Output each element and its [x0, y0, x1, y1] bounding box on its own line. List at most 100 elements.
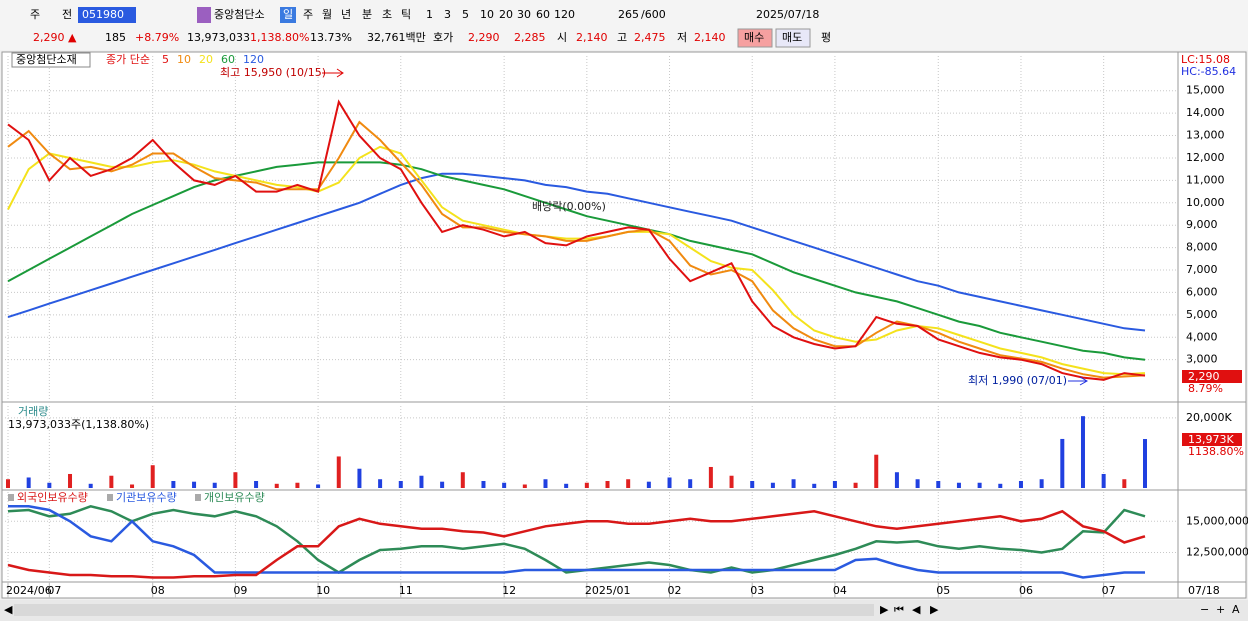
volume-bar: [419, 475, 424, 488]
toolbar-item[interactable]: 틱: [401, 8, 411, 21]
quote-item: 2,290: [468, 31, 500, 44]
volume-bar: [853, 482, 858, 488]
scroll-track[interactable]: [14, 604, 874, 616]
quote-item[interactable]: 평: [821, 31, 831, 44]
series-line: [8, 505, 1145, 579]
last-volume-box: [1182, 433, 1242, 446]
volume-bar: [130, 484, 135, 488]
volume-bar: [936, 480, 941, 488]
legend-swatch: [195, 494, 201, 501]
volume-bar: [26, 477, 31, 488]
toolbar-item[interactable]: 주: [303, 8, 313, 21]
x-tick-label: 07: [1102, 584, 1116, 597]
volume-bar: [1039, 479, 1044, 488]
toolbar-item[interactable]: 051980: [82, 8, 124, 21]
scroll-button[interactable]: ⏮: [894, 603, 904, 616]
y-tick-label: 7,000: [1186, 263, 1218, 276]
volume-bar: [874, 454, 879, 488]
toolbar-item[interactable]: 20: [499, 8, 513, 21]
volume-bar: [543, 479, 548, 488]
toolbar-item[interactable]: 초: [382, 8, 392, 21]
quote-item: 2,140: [694, 31, 726, 44]
volume-bar: [460, 472, 465, 488]
x-tick-label: 02: [668, 584, 682, 597]
series-line: [7, 99, 1146, 381]
x-tick-label: 2025/01: [585, 584, 631, 597]
volume-bar: [956, 482, 961, 488]
quote-item: 시: [557, 31, 567, 44]
toolbar-item[interactable]: 30: [517, 8, 531, 21]
volume-bar: [708, 466, 713, 488]
toolbar-item[interactable]: 2025/07/18: [756, 8, 819, 21]
scroll-button[interactable]: ◀: [912, 603, 921, 616]
chart-frame: [1, 51, 1247, 599]
volume-bar: [667, 477, 672, 488]
quote-item: +8.79%: [135, 31, 179, 44]
volume-bar: [729, 475, 734, 488]
toolbar-item[interactable]: 일: [283, 7, 293, 21]
toolbar-item[interactable]: 년: [341, 8, 351, 21]
stock-icon: [197, 7, 211, 23]
panel-subtitle: 13,973,033주(1,138.80%): [8, 418, 149, 431]
toolbar-item[interactable]: 분: [362, 8, 372, 21]
toolbar-item[interactable]: 120: [554, 8, 575, 21]
scroll-button[interactable]: −: [1200, 603, 1209, 616]
x-tick-label: 08: [151, 584, 165, 597]
toolbar-item[interactable]: 1: [426, 8, 433, 21]
volume-bar: [274, 483, 279, 488]
scroll-button[interactable]: A: [1232, 603, 1240, 616]
y-tick-label: 20,000K: [1186, 411, 1232, 424]
volume-bar: [316, 484, 321, 488]
last-price: 2,290: [1188, 370, 1220, 383]
legend-entry: 기관보유수량: [116, 491, 177, 504]
quote-item[interactable]: 매도: [782, 31, 802, 44]
volume-bar: [791, 479, 796, 488]
toolbar-item[interactable]: 월: [322, 8, 332, 21]
y-tick-label: 4,000: [1186, 330, 1218, 343]
volume-bar: [233, 472, 238, 488]
volume-bar: [894, 472, 899, 488]
volume-bar: [977, 482, 982, 488]
y-tick-label: 6,000: [1186, 285, 1218, 298]
scroll-button[interactable]: ▶: [880, 603, 889, 616]
volume-bar: [109, 475, 114, 488]
toolbar-item[interactable]: 전: [62, 8, 72, 21]
x-tick-label: 2024/06: [6, 584, 52, 597]
volume-bar: [1143, 439, 1147, 488]
volume-bar: [770, 482, 775, 488]
volume-bar: [6, 479, 10, 488]
x-tick-label: 10: [316, 584, 330, 597]
toolbar-item[interactable]: /600: [641, 8, 666, 21]
x-tick-label: 09: [233, 584, 247, 597]
toolbar-item[interactable]: 주: [30, 8, 40, 21]
annotation-arrow: [322, 68, 344, 78]
toolbar-item[interactable]: 중앙첨단소: [214, 8, 265, 21]
volume-bar: [1018, 480, 1023, 488]
series-line: [7, 509, 1146, 579]
toolbar-item[interactable]: 10: [480, 8, 494, 21]
toolbar-item[interactable]: 265: [618, 8, 639, 21]
quote-item: 1,138.80%: [250, 31, 309, 44]
y-tick-label: 5,000: [1186, 308, 1218, 321]
legend-entry: 5: [162, 53, 169, 66]
volume-bar: [1101, 473, 1106, 488]
quote-item: 2,285: [514, 31, 546, 44]
scroll-button[interactable]: +: [1216, 603, 1225, 616]
toolbar-item[interactable]: 3: [444, 8, 451, 21]
toolbar-item[interactable]: 60: [536, 8, 550, 21]
quote-item: 고: [617, 31, 627, 44]
volume-bar: [254, 480, 259, 488]
volume-bar: [998, 483, 1003, 488]
volume-bar: [502, 482, 507, 488]
toolbar-item[interactable]: 5: [462, 8, 469, 21]
scroll-button[interactable]: ▶: [930, 603, 939, 616]
annotation: 최고 15,950 (10/15): [220, 66, 326, 79]
x-end-label: 07/18: [1188, 584, 1220, 597]
quote-item[interactable]: 매수: [744, 31, 764, 44]
quote-item: 2,140: [576, 31, 608, 44]
volume-bar: [150, 465, 155, 488]
scroll-button[interactable]: ◀: [4, 603, 13, 616]
volume-bar: [915, 479, 920, 488]
y-tick-label: 15,000: [1186, 84, 1225, 97]
